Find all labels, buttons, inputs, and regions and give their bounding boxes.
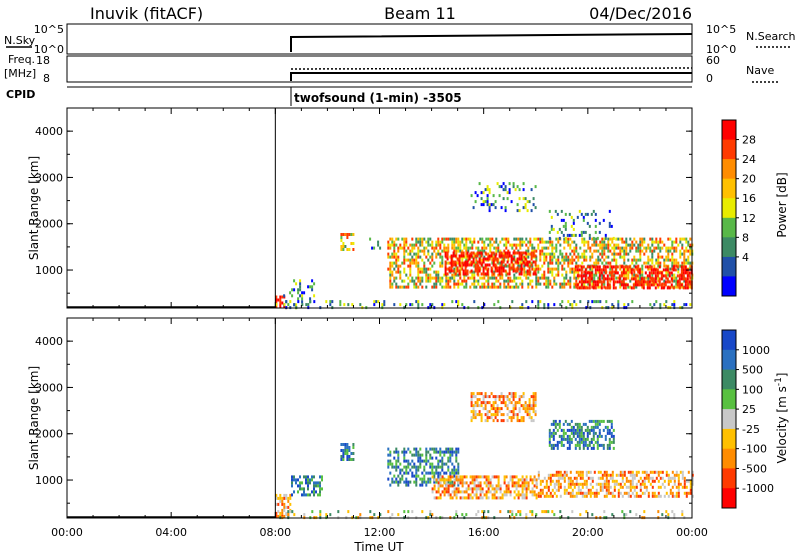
nsearch-tick-bottom: 10^0 bbox=[706, 43, 736, 56]
colorbar-tick-label: -500 bbox=[742, 462, 767, 475]
power-ylabel: Slant Range [km] bbox=[27, 156, 41, 260]
colorbar-tick-label: 12 bbox=[742, 212, 756, 225]
colorbar-segment bbox=[722, 389, 736, 410]
ytick-label: 1000 bbox=[35, 474, 63, 487]
xtick-label: 16:00 bbox=[468, 526, 500, 539]
colorbar-segment bbox=[722, 330, 736, 351]
freq-label: Freq. bbox=[8, 53, 35, 66]
nsearch-label: N.Search bbox=[746, 30, 796, 43]
nsearch-tick-top: 10^5 bbox=[706, 23, 736, 36]
colorbar-segment bbox=[722, 448, 736, 469]
colorbar-segment bbox=[722, 276, 736, 297]
colorbar-segment bbox=[722, 139, 736, 160]
xtick-label: 04:00 bbox=[155, 526, 187, 539]
nave-label: Nave bbox=[746, 64, 774, 77]
xtick-label: 12:00 bbox=[364, 526, 396, 539]
colorbar-tick-label: 500 bbox=[742, 364, 763, 377]
freq-unit: [MHz] bbox=[4, 67, 36, 80]
velocity-echo-layer bbox=[66, 317, 694, 520]
colorbar-segment bbox=[722, 369, 736, 390]
colorbar-tick-label: 25 bbox=[742, 403, 756, 416]
power-colorbar-label: Power [dB] bbox=[775, 172, 789, 237]
velocity-colorbar: 1000 500 100 25 -25 -100 -500 -1000 bbox=[721, 329, 774, 509]
ytick-label: 2000 bbox=[35, 428, 63, 441]
colorbar-segment bbox=[722, 428, 736, 450]
x-axis-label: Time UT bbox=[353, 540, 404, 554]
colorbar-segment bbox=[722, 198, 736, 219]
station-title: Inuvik (fitACF) bbox=[90, 4, 203, 23]
colorbar-segment bbox=[722, 256, 736, 277]
colorbar-tick-label: 28 bbox=[742, 134, 756, 147]
colorbar-segment bbox=[722, 349, 736, 371]
nsky-tick-top: 10^5 bbox=[34, 23, 64, 36]
cpid-text: twofsound (1-min) -3505 bbox=[294, 91, 462, 105]
colorbar-segment bbox=[722, 468, 736, 489]
colorbar-segment bbox=[722, 488, 736, 509]
colorbar-tick-label: 16 bbox=[742, 192, 756, 205]
colorbar-tick-label: 4 bbox=[742, 251, 749, 264]
power-echo-layer bbox=[66, 107, 694, 310]
ytick-label: 3000 bbox=[35, 381, 63, 394]
velocity-ylabel: Slant Range [km] bbox=[27, 366, 41, 470]
freq-panel: Freq. [MHz] 18 8 60 0 Nave bbox=[4, 53, 778, 85]
xtick-label: 20:00 bbox=[572, 526, 604, 539]
colorbar-segment bbox=[722, 217, 736, 238]
freq-trace bbox=[290, 72, 692, 81]
nsky-tick-bottom: 10^0 bbox=[34, 43, 64, 56]
xtick-label: 08:00 bbox=[259, 526, 291, 539]
xtick-label: 00:00 bbox=[676, 526, 708, 539]
colorbar-tick-label: 20 bbox=[742, 173, 756, 186]
freq-tick-top: 18 bbox=[36, 54, 50, 67]
colorbar-segment bbox=[722, 178, 736, 199]
ytick-label: 4000 bbox=[35, 125, 63, 138]
nsky-label: N.Sky bbox=[4, 34, 36, 47]
colorbar-tick-label: 1000 bbox=[742, 344, 770, 357]
colorbar-tick-label: 24 bbox=[742, 153, 756, 166]
ytick-label: 4000 bbox=[35, 335, 63, 348]
date-title: 04/Dec/2016 bbox=[589, 4, 692, 23]
ytick-label: 3000 bbox=[35, 171, 63, 184]
colorbar-segment bbox=[722, 159, 736, 180]
colorbar-tick-label: -100 bbox=[742, 443, 767, 456]
xtick-label: 00:00 bbox=[51, 526, 83, 539]
nave-trace bbox=[290, 67, 693, 70]
nave-tick-bottom: 0 bbox=[706, 72, 713, 85]
ytick-label: 1000 bbox=[35, 264, 63, 277]
colorbar-tick-label: 8 bbox=[742, 231, 749, 244]
velocity-colorbar-label: Velocity [m s-1] bbox=[774, 373, 789, 464]
cpid-label: CPID bbox=[6, 88, 35, 101]
colorbar-tick-label: -1000 bbox=[742, 482, 774, 495]
freq-tick-bottom: 8 bbox=[43, 72, 50, 85]
colorbar-tick-label: -25 bbox=[742, 423, 760, 436]
power-colorbar: 28 24 20 16 12 8 4 bbox=[721, 119, 756, 297]
colorbar-segment bbox=[722, 409, 736, 430]
colorbar-segment bbox=[722, 120, 736, 141]
colorbar-tick-label: 100 bbox=[742, 383, 763, 396]
nsky-panel: N.Sky 10^5 10^0 10^5 10^0 N.Search bbox=[4, 23, 796, 56]
colorbar-segment bbox=[722, 237, 736, 258]
nsky-trace bbox=[290, 33, 693, 52]
beam-title: Beam 11 bbox=[384, 4, 456, 23]
ytick-label: 2000 bbox=[35, 218, 63, 231]
velocity-panel-frame bbox=[66, 317, 693, 519]
nave-tick-top: 60 bbox=[706, 54, 720, 67]
